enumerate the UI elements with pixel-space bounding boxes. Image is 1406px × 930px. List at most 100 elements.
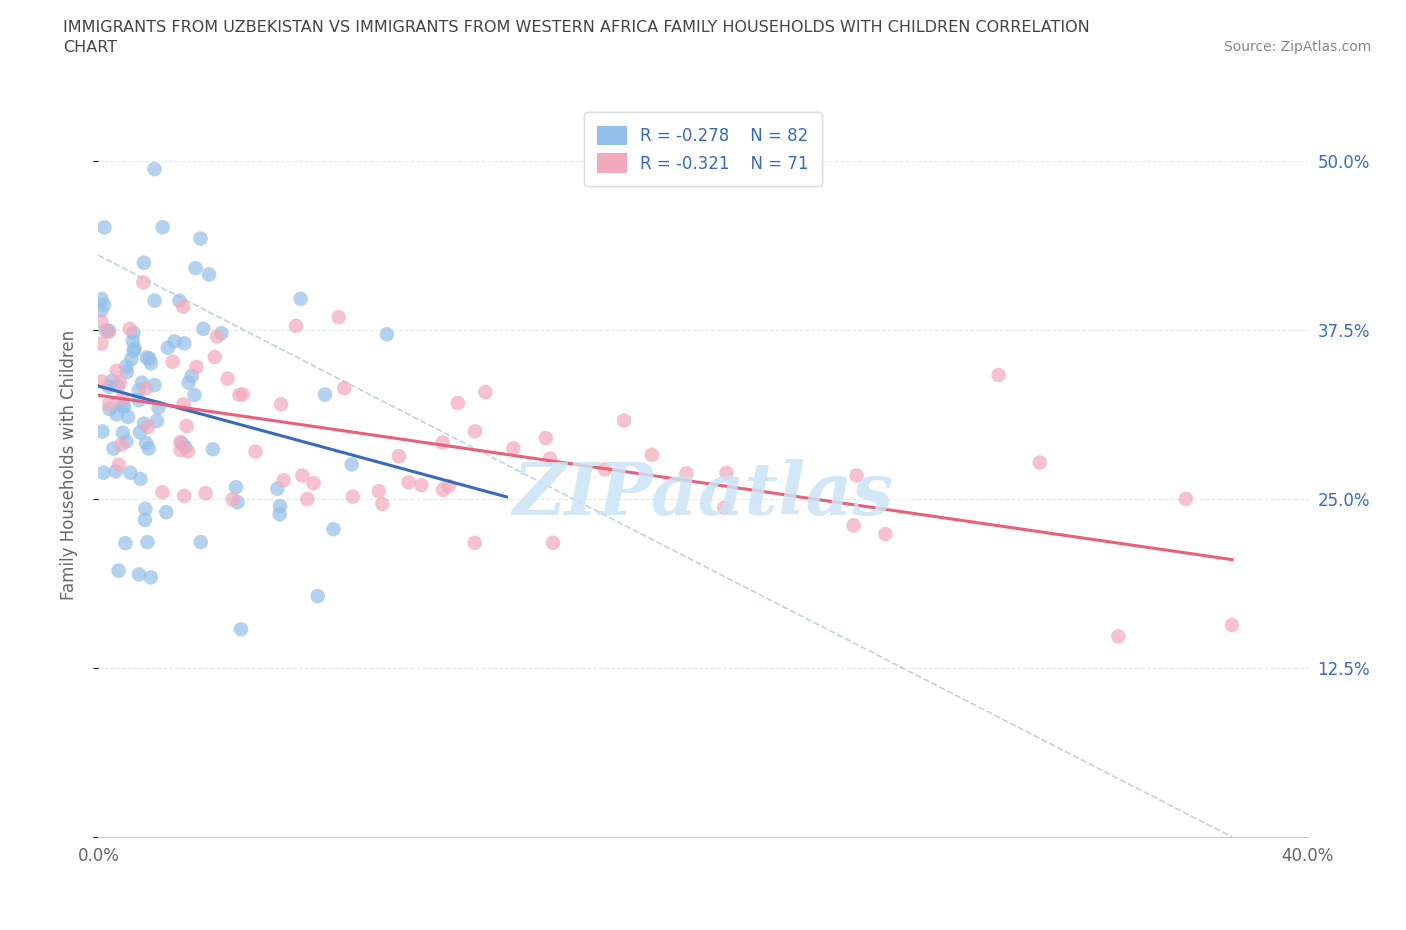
Point [93, 465, 115, 480]
Point [183, 388, 205, 403]
Point [128, 382, 150, 397]
Point [375, 326, 398, 341]
Point [205, 329, 228, 344]
Point [90, 336, 112, 351]
Point [103, 441, 125, 456]
Point [91, 424, 114, 439]
Point [101, 373, 124, 388]
Point [139, 356, 162, 371]
Text: CHART: CHART [63, 40, 117, 55]
Point [228, 388, 250, 403]
Point [104, 464, 127, 479]
Point [371, 497, 394, 512]
Point [120, 465, 142, 480]
Point [269, 498, 291, 513]
Point [132, 275, 155, 290]
Point [146, 414, 169, 429]
Point [534, 431, 557, 445]
Point [135, 435, 157, 450]
Point [184, 260, 207, 275]
Point [411, 478, 433, 493]
Point [90, 291, 112, 306]
Point [117, 409, 139, 424]
Point [613, 413, 636, 428]
Point [464, 424, 486, 439]
Point [194, 485, 217, 500]
Point [226, 495, 249, 510]
Point [129, 472, 152, 486]
Point [98, 324, 121, 339]
Point [110, 437, 132, 452]
Point [136, 535, 159, 550]
Point [114, 536, 136, 551]
Point [269, 507, 291, 522]
Point [474, 385, 496, 400]
Point [217, 371, 239, 386]
Point [290, 291, 312, 306]
Point [170, 436, 193, 451]
Point [322, 522, 344, 537]
Point [169, 434, 191, 449]
Point [135, 350, 157, 365]
Point [177, 375, 200, 390]
Point [134, 501, 156, 516]
Point [177, 444, 200, 458]
Point [340, 457, 363, 472]
Point [173, 336, 195, 351]
Point [131, 375, 153, 390]
Point [398, 475, 420, 490]
Point [201, 442, 224, 457]
Point [1028, 455, 1050, 470]
Point [502, 441, 524, 456]
Point [176, 418, 198, 433]
Point [180, 368, 202, 383]
Point [675, 466, 697, 481]
Point [152, 485, 174, 499]
Point [115, 434, 138, 449]
Point [138, 351, 160, 365]
Point [93, 298, 115, 312]
Point [285, 318, 308, 333]
Point [108, 375, 131, 390]
Point [121, 333, 143, 348]
Y-axis label: Family Households with Children: Family Households with Children [59, 330, 77, 600]
Point [128, 567, 150, 582]
Point [124, 341, 146, 356]
Point [90, 374, 112, 389]
Point [163, 334, 186, 349]
Point [115, 359, 138, 374]
Legend: R = -0.278    N = 82, R = -0.321    N = 71: R = -0.278 N = 82, R = -0.321 N = 71 [583, 113, 823, 186]
Point [302, 476, 325, 491]
Point [155, 505, 177, 520]
Point [229, 622, 252, 637]
Point [128, 392, 150, 407]
Point [297, 492, 319, 507]
Point [111, 425, 134, 440]
Point [875, 526, 897, 541]
Point [1107, 629, 1129, 644]
Point [204, 350, 226, 365]
Point [136, 419, 159, 434]
Point [105, 407, 128, 422]
Point [225, 480, 247, 495]
Point [107, 379, 129, 393]
Point [122, 343, 145, 358]
Point [221, 492, 243, 507]
Point [143, 378, 166, 392]
Point [232, 387, 254, 402]
Point [143, 293, 166, 308]
Text: IMMIGRANTS FROM UZBEKISTAN VS IMMIGRANTS FROM WESTERN AFRICA FAMILY HOUSEHOLDS W: IMMIGRANTS FROM UZBEKISTAN VS IMMIGRANTS… [63, 20, 1090, 35]
Point [270, 397, 292, 412]
Point [593, 462, 616, 477]
Point [90, 303, 112, 318]
Point [314, 387, 336, 402]
Point [139, 570, 162, 585]
Point [90, 314, 112, 329]
Point [162, 354, 184, 369]
Point [333, 381, 356, 396]
Point [120, 352, 142, 366]
Point [148, 400, 170, 415]
Point [132, 417, 155, 432]
Point [198, 267, 221, 282]
Point [134, 512, 156, 527]
